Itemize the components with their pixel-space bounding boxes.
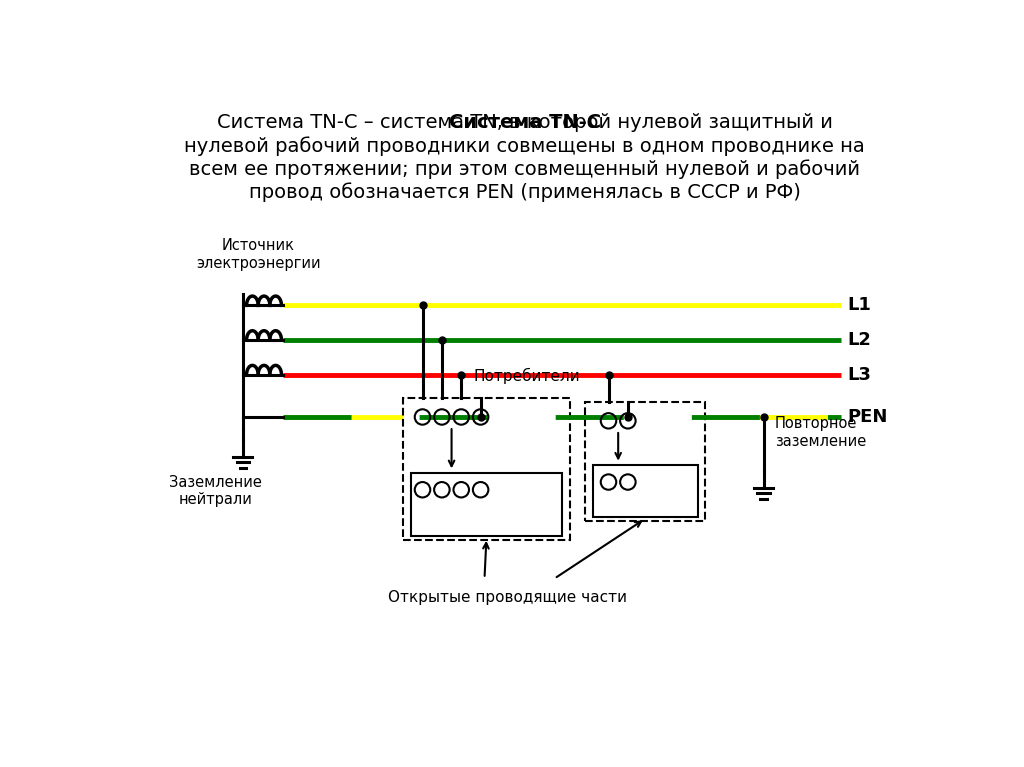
Text: провод обозначается PEN (применялась в СССР и РФ): провод обозначается PEN (применялась в С…	[249, 182, 801, 202]
Text: Заземление
нейтрали: Заземление нейтрали	[169, 475, 262, 507]
Text: PEN: PEN	[847, 408, 888, 426]
Text: L3: L3	[847, 366, 871, 384]
Text: Повторное
заземление: Повторное заземление	[775, 416, 866, 449]
Text: всем ее протяжении; при этом совмещенный нулевой и рабочий: всем ее протяжении; при этом совмещенный…	[189, 159, 860, 179]
Text: L1: L1	[847, 296, 871, 314]
Bar	[593, 465, 697, 517]
Bar	[411, 472, 562, 536]
Text: Система TN-C: Система TN-C	[449, 113, 601, 132]
Text: Потребители: Потребители	[474, 367, 581, 384]
Text: нулевой рабочий проводники совмещены в одном проводнике на: нулевой рабочий проводники совмещены в о…	[184, 136, 865, 156]
Bar	[403, 398, 569, 540]
Text: Открытые проводящие части: Открытые проводящие части	[388, 591, 628, 605]
Bar	[586, 402, 706, 521]
Text: Источник
электроэнергии: Источник электроэнергии	[196, 239, 321, 271]
Text: Система TN-C – система TN, в которой нулевой защитный и: Система TN-C – система TN, в которой нул…	[217, 113, 833, 132]
Text: L2: L2	[847, 331, 871, 349]
